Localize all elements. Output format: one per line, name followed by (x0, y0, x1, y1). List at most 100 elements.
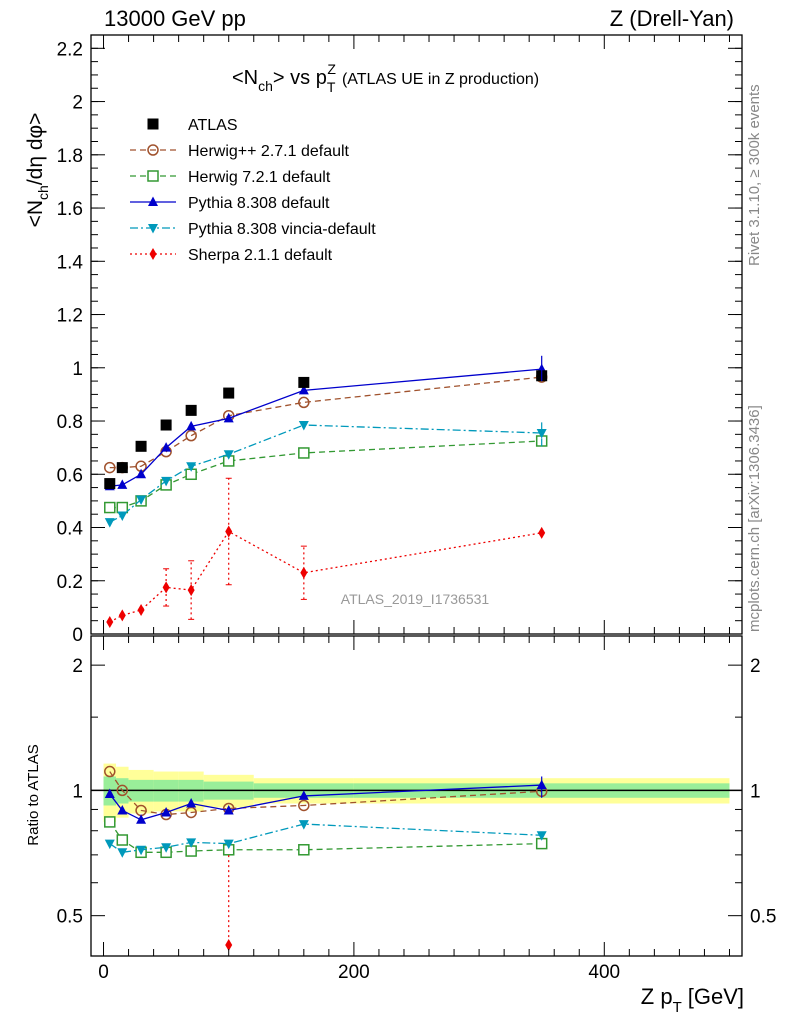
ratio-point (161, 806, 172, 817)
legend-marker (147, 144, 159, 156)
ratio-series-1 (104, 816, 548, 859)
legend-marker (149, 248, 157, 260)
legend-label: Sherpa 2.1.1 default (188, 247, 333, 264)
ratio-point (298, 790, 309, 800)
series-2 (104, 435, 548, 514)
ratio-uncertainty-bands (103, 763, 730, 822)
ratio-line (109, 771, 542, 816)
data-point (298, 447, 310, 459)
ratio-series-4 (225, 939, 233, 952)
data-point (117, 511, 128, 522)
ratio-point (223, 839, 234, 850)
ratio-tick-label: 1 (72, 781, 83, 802)
data-point (538, 526, 546, 539)
y-tick-label: 0 (72, 625, 83, 646)
ratio-point (104, 788, 115, 799)
process-label: Z (Drell-Yan) (609, 6, 734, 31)
ratio-tick-label-right: 1 (750, 781, 761, 802)
data-point (104, 461, 116, 474)
data-point (135, 440, 147, 452)
legend-entry: ATLAS (147, 117, 238, 134)
ratio-point (117, 804, 128, 815)
ratio-series-3 (104, 820, 547, 858)
legend-marker (147, 118, 159, 130)
legend-label: Herwig++ 2.7.1 default (188, 143, 350, 160)
ratio-tick-label: 2 (72, 656, 83, 677)
ratio-y-axis-label: Ratio to ATLAS (25, 744, 42, 845)
data-point (225, 525, 233, 538)
ratio-tick-label: 0.5 (57, 907, 83, 928)
ratio-line (109, 821, 542, 853)
ratio-point (298, 799, 310, 812)
series-4 (104, 421, 547, 528)
data-point (104, 518, 115, 528)
axes-layer: 0 0.2 0.4 0.6 0.8 1 1.2 1.4 1.6 1.8 2 2.2 0 200 400 0.5… (57, 34, 776, 983)
data-point (106, 616, 114, 629)
data-point (185, 404, 197, 416)
legend-entry: Sherpa 2.1.1 default (130, 247, 333, 264)
data-point (116, 501, 129, 514)
ratio-point (136, 845, 147, 856)
ratio-line (109, 823, 542, 853)
data-point (117, 479, 128, 489)
y-tick-label: 1 (72, 359, 83, 380)
data-point (136, 468, 147, 479)
legend: ATLAS Herwig++ 2.7.1 default Herwig 7.2.1 … (130, 117, 376, 264)
legend-entry: Herwig 7.2.1 default (130, 169, 331, 186)
ratio-point (186, 838, 197, 848)
ratio-point (298, 844, 310, 856)
legend-entry: Pythia 8.308 default (130, 195, 330, 212)
legend-label: ATLAS (188, 117, 238, 134)
legend-entry: Pythia 8.308 vincia-default (130, 221, 376, 238)
data-point (186, 420, 197, 431)
y-tick-label: 0.2 (57, 572, 83, 593)
data-point (298, 376, 310, 388)
series-line (109, 368, 542, 487)
legend-label: Pythia 8.308 default (188, 195, 330, 212)
data-point (223, 412, 234, 423)
data-point (298, 384, 309, 395)
y-tick-label: 1.4 (57, 252, 84, 273)
legend-marker (148, 224, 158, 234)
series-line (109, 440, 542, 509)
ratio-point (225, 939, 233, 952)
x-tick-label: 200 (338, 962, 370, 983)
data-point (223, 450, 234, 460)
data-point (118, 609, 126, 622)
series-layer (104, 355, 548, 629)
legend-marker (147, 170, 159, 182)
x-tick-label: 400 (588, 962, 620, 983)
y-tick-label: 2.2 (57, 39, 83, 60)
main-frame (90, 34, 743, 635)
ratio-tick-label-right: 2 (750, 656, 761, 677)
data-point (162, 581, 170, 594)
data-point (161, 442, 172, 452)
data-point (136, 495, 147, 506)
energy-label: 13000 GeV pp (104, 6, 246, 31)
series-line (109, 530, 542, 623)
legend-label: Herwig 7.2.1 default (188, 169, 331, 186)
ratio-point (117, 848, 128, 858)
data-point (116, 462, 128, 474)
y-tick-label: 1.8 (57, 146, 83, 167)
ratio-point (223, 804, 234, 815)
y-tick-label: 1.6 (57, 199, 83, 220)
ratio-series-layer (91, 765, 742, 952)
ratio-point (161, 843, 172, 853)
ratio-series-2 (104, 779, 547, 824)
y-tick-label: 0.8 (57, 412, 83, 433)
legend-label: Pythia 8.308 vincia-default (188, 221, 376, 238)
data-point (160, 419, 172, 431)
y-tick-label: 0.6 (57, 465, 83, 486)
series-line (109, 424, 542, 523)
data-point (298, 396, 310, 409)
data-point (298, 421, 309, 431)
ratio-point (186, 798, 197, 808)
data-point (185, 429, 197, 442)
ratio-point (116, 834, 129, 846)
ratio-point (298, 820, 309, 830)
ratio-point (136, 814, 147, 824)
x-tick-label: 0 (98, 962, 109, 983)
data-point (186, 462, 197, 472)
